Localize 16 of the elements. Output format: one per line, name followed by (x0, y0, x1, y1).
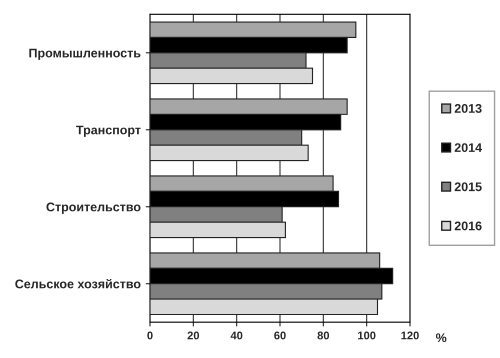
x-tick-label: 40 (230, 332, 242, 340)
x-tick-label: 20 (188, 332, 200, 340)
x-tick-label: 80 (318, 332, 330, 340)
y-tick-label: Промышленность (29, 48, 140, 60)
legend-label: 2016 (454, 221, 482, 230)
y-tick-label: Транспорт (76, 126, 141, 137)
legend-label: 2015 (454, 182, 482, 192)
y-tick-label: Строительство (46, 202, 140, 214)
legend-label: 2013 (454, 104, 482, 113)
x-tick-label: 60 (274, 332, 286, 340)
x-tick-label: 0 (147, 332, 153, 340)
y-tick-label: Сельское хозяйство (15, 278, 140, 288)
legend-label: 2014 (454, 143, 482, 152)
x-tick-label: 120 (401, 332, 419, 340)
x-axis-title: % (436, 333, 446, 342)
x-tick-label: 100 (358, 332, 376, 340)
